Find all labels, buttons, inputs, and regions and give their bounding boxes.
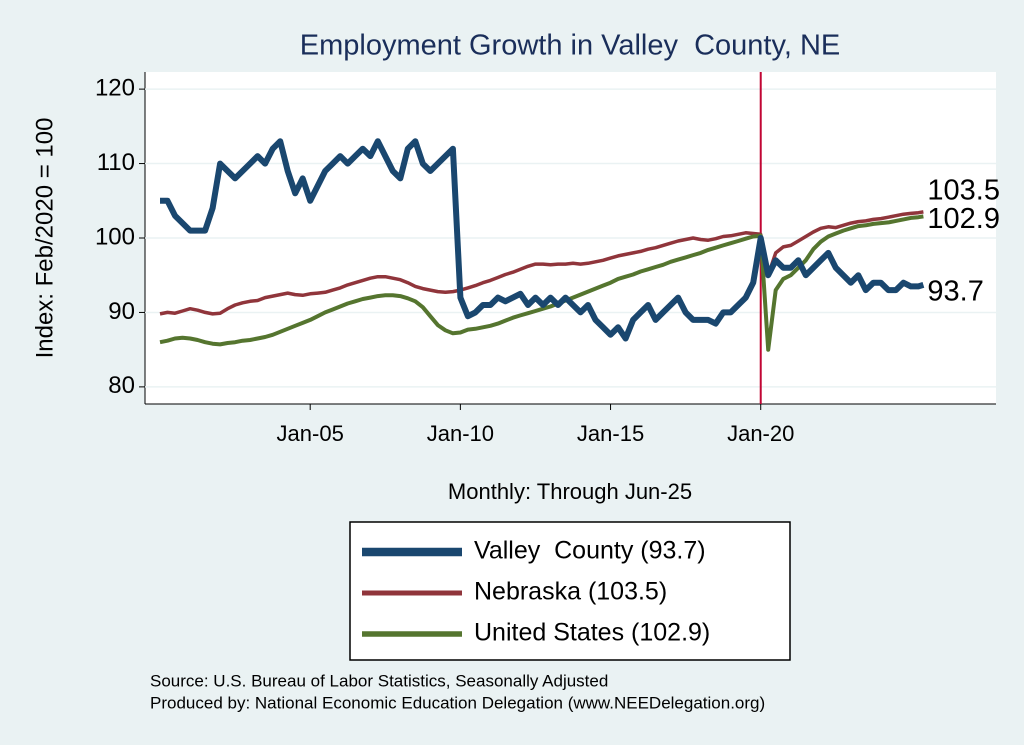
y-tick-label: 100 [95, 223, 135, 250]
y-tick-label: 80 [108, 372, 135, 399]
end-label: 103.5 [927, 175, 1000, 207]
y-tick-label: 90 [108, 298, 135, 325]
y-tick-label: 110 [97, 149, 135, 176]
x-tick-label: Jan-20 [727, 421, 794, 446]
y-axis-label: Index: Feb/2020 = 100 [31, 118, 58, 359]
legend-label: Valley County (93.7) [474, 537, 706, 565]
series-line [159, 214, 924, 352]
x-axis-label: Monthly: Through Jun-25 [448, 479, 692, 504]
x-tick-label: Jan-05 [277, 421, 344, 446]
end-label: 102.9 [927, 203, 1000, 235]
series-line [159, 210, 924, 316]
legend-label: Nebraska (103.5) [474, 578, 667, 606]
y-tick-label: 120 [95, 74, 135, 101]
source-note: Source: U.S. Bureau of Labor Statistics,… [150, 671, 608, 690]
x-tick-label: Jan-10 [427, 421, 494, 446]
legend-label: United States (102.9) [474, 619, 710, 647]
chart-title: Employment Growth in Valley County, NE [300, 30, 840, 62]
x-tick-label: Jan-15 [577, 421, 644, 446]
producer-note: Produced by: National Economic Education… [150, 693, 765, 712]
series-line [160, 138, 925, 342]
end-label: 93.7 [927, 276, 983, 308]
